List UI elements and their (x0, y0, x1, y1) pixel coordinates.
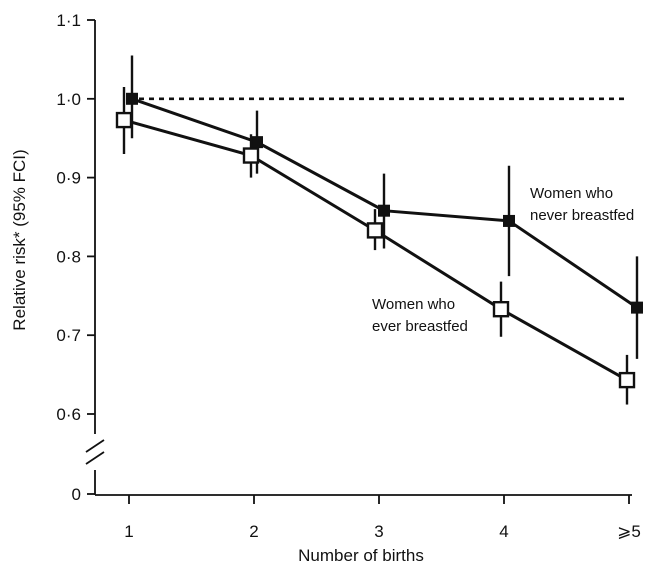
x-tick-label: 3 (374, 522, 383, 541)
axes: 0 0·6 0·7 0·8 0·9 1·0 1·1 1 2 3 4 ⩾5 (56, 11, 640, 541)
x-tick-label: 2 (249, 522, 258, 541)
y-tick-label: 0·7 (56, 326, 81, 345)
series-ever-breastfed (115, 86, 636, 405)
y-tick-label: 1·0 (56, 90, 81, 109)
series-annotation: Women who ever breastfed (372, 296, 468, 335)
y-tick-label: 0 (72, 485, 81, 504)
data-point (618, 371, 636, 389)
data-point (366, 222, 384, 239)
data-point (251, 136, 263, 149)
x-tick-label: 4 (499, 522, 508, 541)
data-point (492, 300, 510, 318)
y-axis-break-mark (85, 451, 105, 465)
series-never-breastfed (126, 55, 643, 359)
data-point (242, 147, 260, 164)
data-point (631, 301, 643, 314)
labels-group: Number of births Relative risk* (95% FCI)… (10, 149, 634, 565)
y-tick-label: 0·6 (56, 405, 81, 424)
x-axis-label: Number of births (298, 546, 424, 565)
x-tick-label: 1 (124, 522, 133, 541)
y-axis-break-mark (85, 439, 105, 453)
data-point (503, 214, 515, 227)
series-group (115, 55, 643, 405)
data-point (378, 204, 390, 217)
series-annotation: Women who never breastfed (530, 185, 634, 224)
data-point (115, 111, 133, 129)
y-axis-label: Relative risk* (95% FCI) (10, 149, 29, 330)
data-point (126, 92, 138, 105)
x-tick-label: ⩾5 (617, 522, 641, 541)
y-tick-label: 0·8 (56, 247, 81, 266)
y-tick-label: 1·1 (56, 11, 81, 30)
y-tick-label: 0·9 (56, 169, 81, 188)
